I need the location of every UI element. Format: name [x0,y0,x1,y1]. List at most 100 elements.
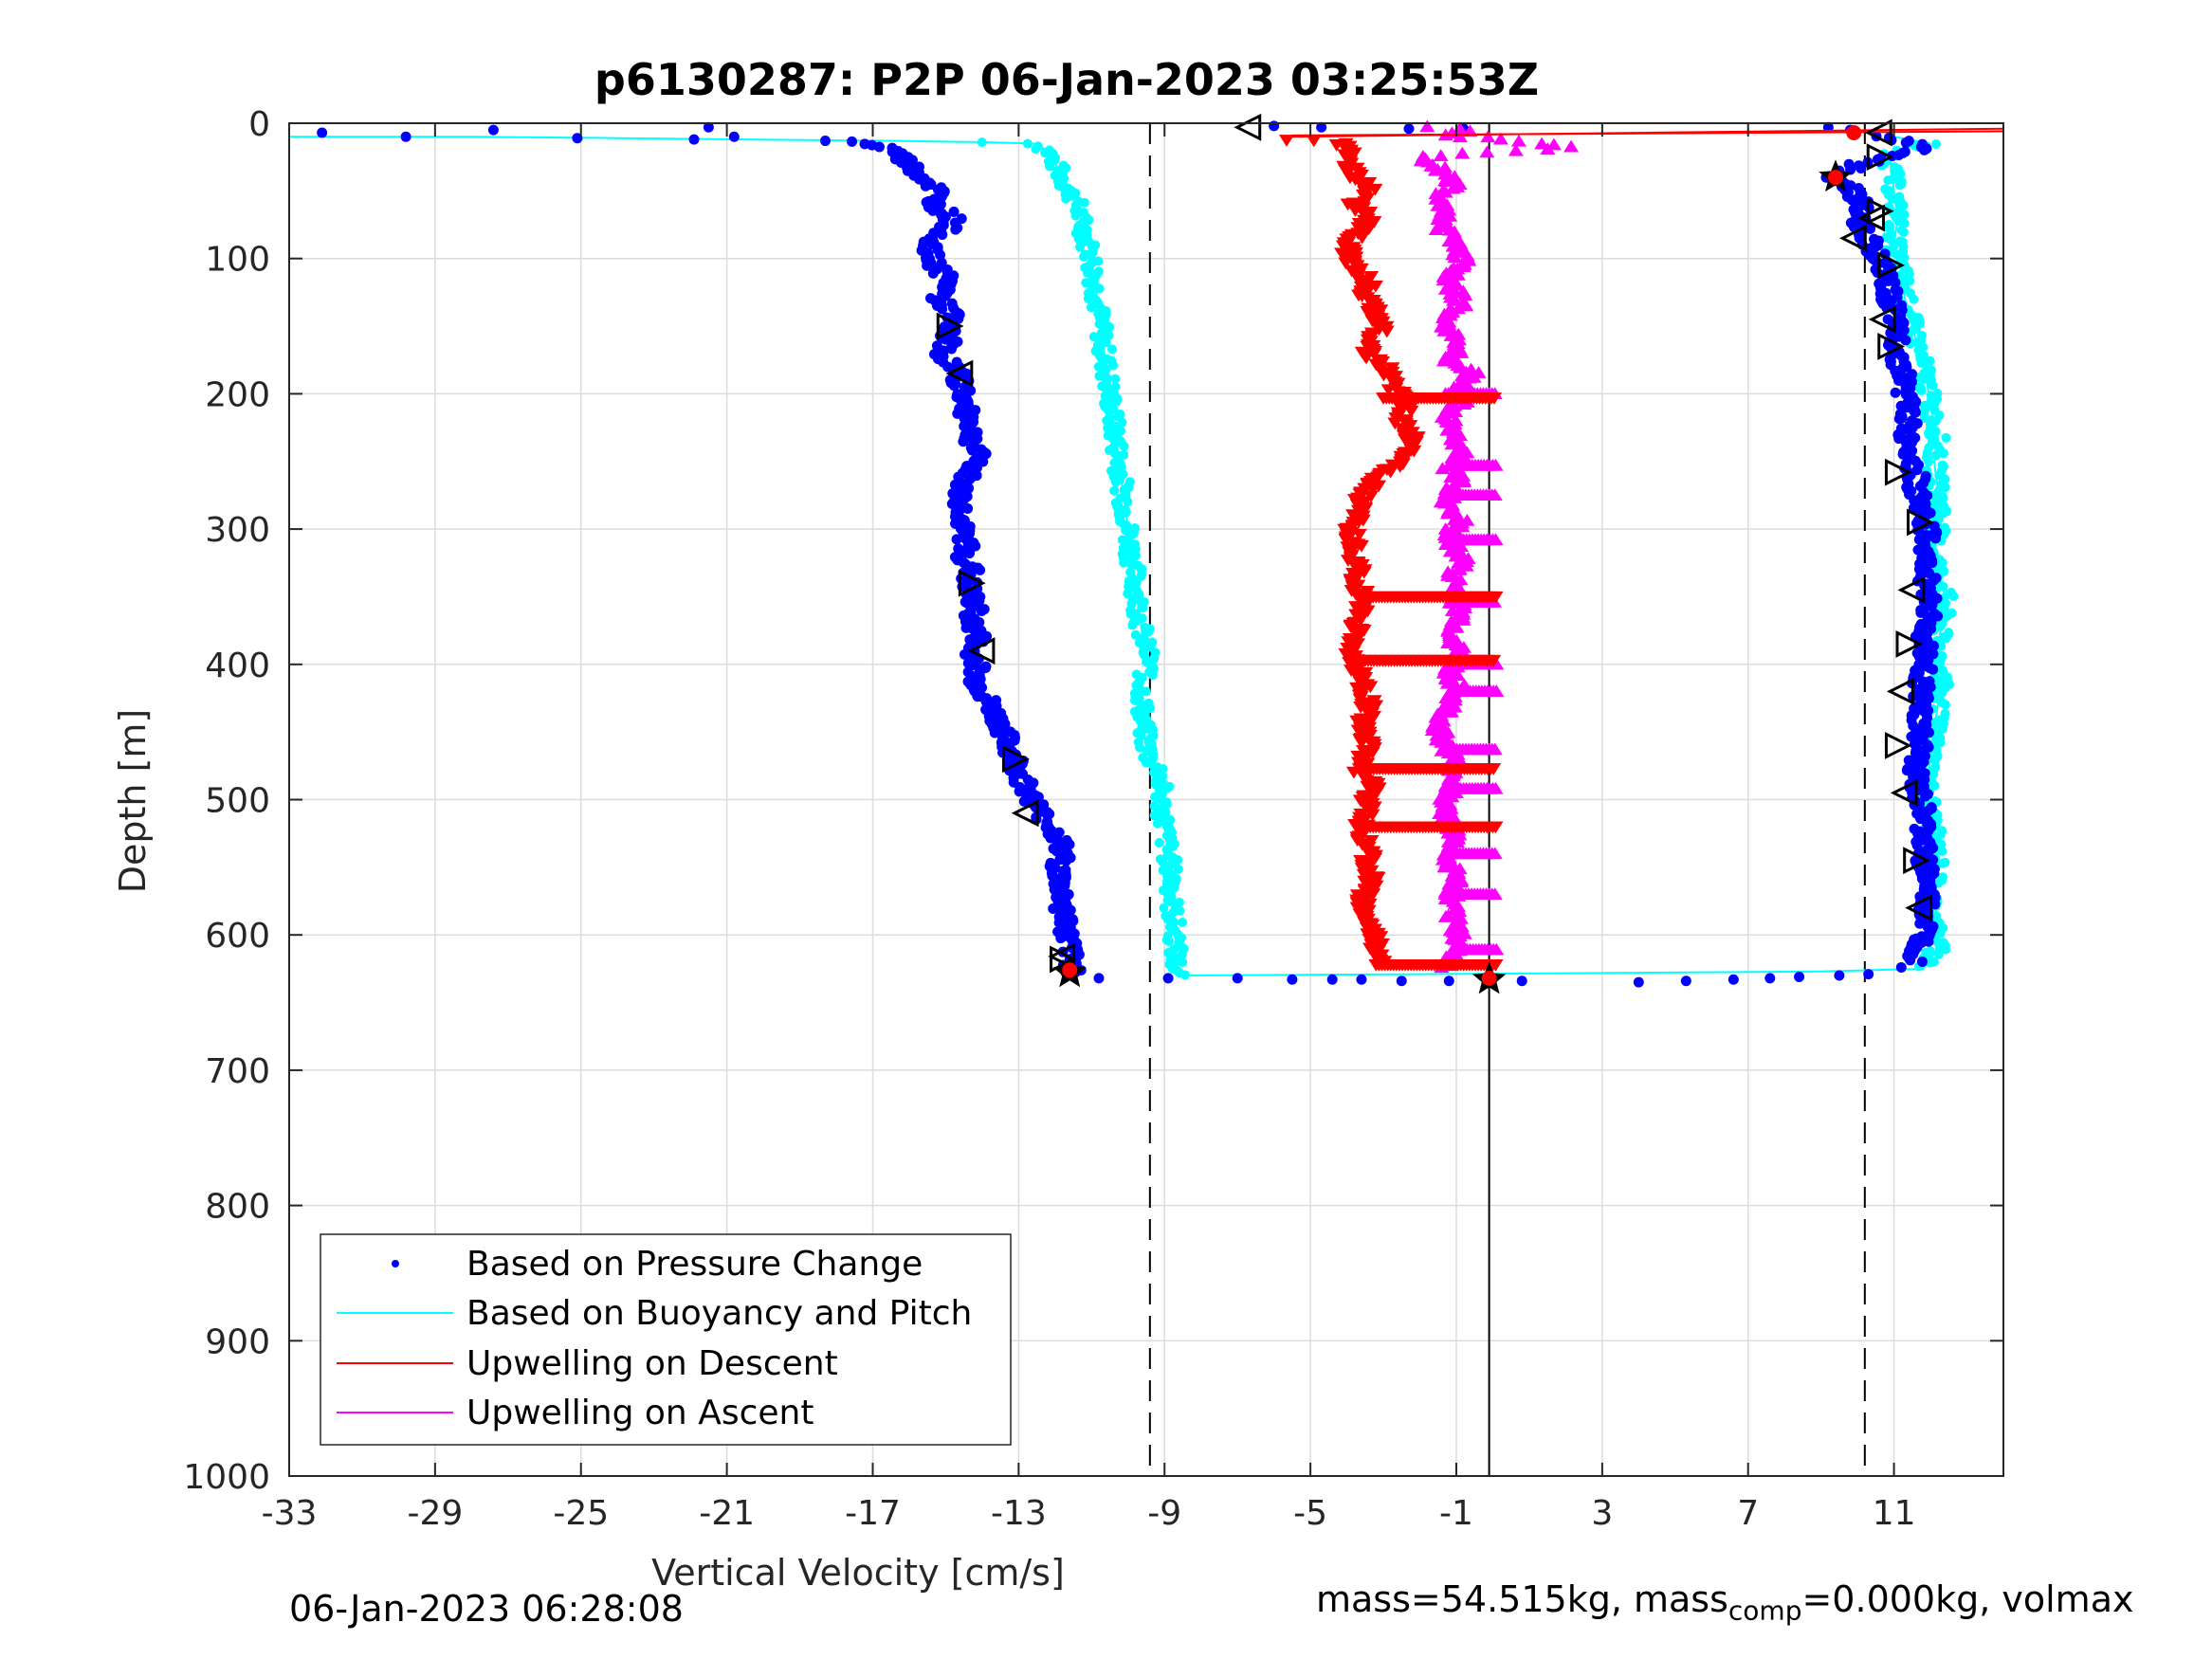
x-tick-label: -17 [845,1494,901,1533]
upwelling-descent-marker [1347,173,1363,187]
pressure-change-point [873,141,885,153]
pressure-change-point [962,502,974,514]
pressure-change-point [1900,335,1911,346]
upwelling-ascent-marker [1457,288,1473,301]
buoyancy-pitch-point [1909,294,1919,304]
pressure-change-point [950,224,961,235]
buoyancy-pitch-point [1022,138,1033,149]
open-right-triangle-marker [1050,945,1077,974]
pressure-change-point [920,180,931,191]
pressure-change-point [819,136,831,147]
buoyancy-pitch-point [1088,332,1099,342]
buoyancy-pitch-point [1940,700,1950,710]
upwelling-ascent-marker [1427,163,1443,176]
upwelling-ascent-marker [1488,458,1504,471]
buoyancy-pitch-point [1110,477,1121,487]
buoyancy-pitch-point [1933,677,1944,687]
upwelling-descent-marker [1376,369,1392,382]
upwelling-ascent-marker [1456,678,1472,691]
upwelling-descent-marker [1359,352,1375,365]
buoyancy-pitch-point [1928,380,1938,391]
pressure-change-point [1890,387,1901,398]
red-dot-marker [1062,962,1078,978]
open-left-triangle-marker [1905,894,1933,922]
buoyancy-pitch-point [1031,144,1041,155]
upwelling-ascent-marker [1447,250,1463,264]
pressure-change-point [1908,720,1919,732]
pressure-change-point [1914,918,1926,929]
upwelling-ascent-marker [1540,142,1556,155]
upwelling-descent-marker [1382,465,1398,479]
y-tick-label: 600 [205,917,270,956]
upwelling-ascent-marker [1492,132,1508,145]
buoyancy-pitch-point [1088,247,1098,258]
upwelling-ascent-marker [1479,145,1495,158]
pressure-change-point [937,303,948,315]
x-tick-label: -29 [407,1494,463,1533]
open-right-triangle-marker [1866,197,1894,226]
buoyancy-pitch-point [1079,197,1089,208]
upwelling-ascent-marker [1433,149,1449,162]
pressure-change-point [1923,727,1934,738]
pressure-change-point [1232,973,1243,984]
upwelling-ascent-marker [1419,119,1435,133]
upwelling-descent-marker [1354,231,1370,245]
buoyancy-pitch-point [1107,344,1118,355]
pressure-change-point [935,249,946,261]
pressure-change-point [1316,121,1327,133]
open-right-triangle-marker [1877,251,1906,280]
upwelling-ascent-marker [1487,847,1503,860]
buoyancy-pitch-point [1152,818,1162,829]
buoyancy-pitch-point [1925,957,1935,968]
y-tick-label: 1000 [183,1458,270,1497]
pressure-change-point [1890,277,1901,288]
y-tick-label: 800 [205,1188,270,1227]
upwelling-ascent-marker [1445,596,1461,609]
buoyancy-pitch-point [1127,620,1138,630]
buoyancy-pitch-point [1119,557,1129,568]
upwelling-ascent-marker [1436,323,1453,337]
y-tick-label: 900 [205,1322,270,1361]
buoyancy-pitch-point [1163,936,1174,946]
upwelling-descent-marker [1486,654,1502,667]
buoyancy-pitch-point [1904,268,1914,279]
buoyancy-pitch-point [1159,902,1169,913]
buoyancy-pitch-point [1123,497,1133,507]
upwelling-ascent-marker [1454,146,1471,159]
upwelling-ascent-marker [1450,660,1466,673]
buoyancy-pitch-point [1103,423,1113,433]
buoyancy-pitch-point [1899,210,1910,220]
pressure-change-point [948,206,960,217]
pressure-change-point [1055,933,1067,944]
buoyancy-pitch-point [1079,251,1089,262]
upwelling-ascent-marker [1448,777,1464,791]
buoyancy-pitch-line [289,136,1947,977]
open-right-triangle-marker [936,312,964,340]
upwelling-ascent-marker [1489,684,1505,697]
upwelling-descent-marker [1353,539,1369,553]
upwelling-descent-marker [1360,891,1376,904]
x-axis-label: Vertical Velocity [cm/s] [651,1552,1065,1594]
pressure-change-point [951,534,962,545]
pressure-change-point [1923,825,1934,836]
pressure-change-point [958,436,969,447]
buoyancy-pitch-point [1083,294,1093,304]
buoyancy-pitch-point [1094,371,1105,381]
buoyancy-pitch-point [1924,456,1934,466]
pressure-change-point [1443,975,1454,987]
buoyancy-pitch-point [1930,138,1941,149]
buoyancy-pitch-point [1916,386,1927,396]
open-left-triangle-marker [1048,942,1076,971]
pressure-change-point [946,343,958,355]
buoyancy-pitch-point [1130,629,1141,640]
pressure-change-point [1396,975,1407,987]
upwelling-descent-marker [1486,392,1502,405]
y-tick-label: 100 [205,241,270,280]
pressure-change-point [1929,533,1941,544]
ticks: -33 -29 -25 -21 -17 -13 -9 -5 -1 3 7 11010020030040… [183,105,2003,1533]
buoyancy-pitch-point [1158,856,1168,866]
upwelling-ascent-marker [1487,742,1503,756]
x-tick-label: 3 [1591,1494,1613,1533]
y-tick-label: 200 [205,375,270,414]
upwelling-descent-marker [1278,135,1294,147]
